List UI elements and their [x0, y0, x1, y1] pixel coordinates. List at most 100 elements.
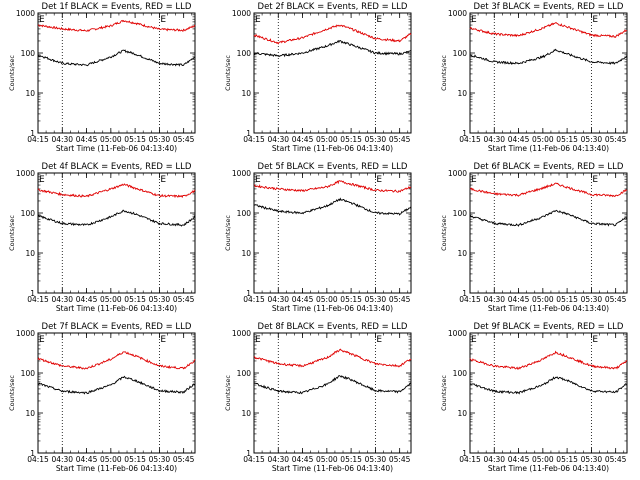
edge-label: E: [39, 15, 45, 25]
plot-frame: [469, 172, 628, 294]
x-tick-label: 04:45: [508, 455, 530, 464]
y-tick-label: 100: [237, 369, 252, 378]
x-tick-label: 04:15: [243, 295, 265, 304]
x-tick-label: 05:15: [124, 295, 146, 304]
x-tick-label: 05:15: [556, 455, 578, 464]
series-line-lld: [37, 183, 196, 199]
x-tick-label: 05:45: [605, 135, 627, 144]
y-tick-label: 1000: [232, 9, 251, 18]
x-tick-label: 04:30: [483, 295, 505, 304]
edge-label: E: [39, 335, 45, 345]
edge-label: E: [471, 15, 477, 25]
y-tick-label: 10: [457, 409, 467, 418]
panel-det-6: Det 6f BLACK = Events, RED = LLD 1 10 100 10…: [440, 162, 628, 313]
x-tick-label: 05:45: [605, 455, 627, 464]
y-axis-title: Counts/sec: [224, 375, 232, 411]
series-line-lld: [469, 22, 628, 38]
edge-label: E: [592, 175, 598, 185]
x-tick-label: 04:30: [267, 295, 289, 304]
x-tick-label: 05:45: [389, 295, 411, 304]
series-line-events: [469, 48, 628, 66]
x-tick-label: 05:15: [340, 455, 362, 464]
x-axis-title: Start Time (11-Feb-06 04:13:40): [272, 464, 393, 473]
x-tick-label: 05:15: [340, 135, 362, 144]
x-tick-label: 05:30: [365, 455, 387, 464]
panel-det-9: Det 9f BLACK = Events, RED = LLD 1 10 100 10…: [440, 322, 628, 473]
x-tick-label: 04:15: [459, 295, 481, 304]
y-tick-label: 100: [21, 209, 36, 218]
x-tick-label: 05:00: [532, 295, 554, 304]
y-tick-label: 1: [462, 129, 467, 138]
plot-frame: [469, 332, 628, 454]
edge-label: E: [376, 175, 382, 185]
x-tick-label: 05:00: [532, 455, 554, 464]
y-tick-label: 100: [21, 369, 36, 378]
edge-label: E: [592, 335, 598, 345]
edge-label: E: [39, 175, 45, 185]
series-line-events: [254, 375, 412, 395]
x-axis-title: Start Time (11-Feb-06 04:13:40): [488, 464, 609, 473]
series-line-events: [253, 39, 412, 58]
x-tick-label: 05:30: [581, 135, 603, 144]
plot-frame: [253, 332, 412, 454]
y-axis-title: Counts/sec: [224, 55, 232, 91]
y-tick-label: 100: [237, 209, 252, 218]
x-tick-label: 04:45: [292, 455, 314, 464]
x-tick-label: 05:15: [556, 295, 578, 304]
x-tick-label: 04:30: [51, 295, 73, 304]
x-tick-label: 04:15: [459, 455, 481, 464]
y-tick-label: 1: [246, 289, 251, 298]
edge-label: E: [376, 15, 382, 25]
edge-label: E: [160, 15, 166, 25]
x-tick-label: 04:45: [76, 455, 98, 464]
plot-frame: [253, 172, 412, 294]
x-tick-label: 05:00: [316, 135, 338, 144]
y-tick-label: 1: [246, 129, 251, 138]
edge-label: E: [255, 175, 261, 185]
series-line-lld: [253, 348, 412, 368]
y-tick-label: 10: [25, 249, 35, 258]
x-tick-label: 05:00: [316, 455, 338, 464]
panel-title: Det 2f BLACK = Events, RED = LLD: [258, 2, 408, 12]
y-axis-title: Counts/sec: [440, 55, 448, 91]
y-tick-label: 1000: [232, 169, 251, 178]
x-tick-label: 05:45: [389, 135, 411, 144]
series-line-events: [37, 209, 196, 227]
x-tick-label: 05:30: [149, 455, 171, 464]
y-axis-title: Counts/sec: [440, 375, 448, 411]
x-tick-label: 04:30: [483, 455, 505, 464]
x-tick-label: 05:45: [173, 135, 195, 144]
x-tick-label: 05:00: [316, 295, 338, 304]
y-tick-label: 1: [30, 449, 35, 458]
x-tick-label: 04:15: [27, 135, 49, 144]
y-tick-label: 1000: [448, 9, 467, 18]
panel-det-7: Det 7f BLACK = Events, RED = LLD 1 10 100 10…: [8, 322, 196, 473]
y-tick-label: 1000: [16, 329, 35, 338]
x-axis-title: Start Time (11-Feb-06 04:13:40): [488, 144, 609, 153]
panel-det-5: Det 5f BLACK = Events, RED = LLD 1 10 100 10…: [224, 162, 412, 313]
x-tick-label: 04:15: [27, 295, 49, 304]
plot-frame: [37, 172, 196, 294]
series-line-events: [254, 197, 412, 216]
series-line-events: [37, 49, 196, 67]
x-tick-label: 04:45: [508, 135, 530, 144]
x-axis-title: Start Time (11-Feb-06 04:13:40): [56, 304, 177, 313]
x-tick-label: 04:45: [292, 295, 314, 304]
x-tick-label: 04:30: [267, 135, 289, 144]
x-tick-label: 04:15: [27, 455, 49, 464]
x-tick-label: 05:30: [365, 295, 387, 304]
series-line-events: [37, 375, 196, 395]
series-line-events: [469, 376, 628, 395]
y-tick-label: 100: [21, 49, 36, 58]
x-tick-label: 04:30: [51, 135, 73, 144]
panel-det-2: Det 2f BLACK = Events, RED = LLD 1 10 100 10…: [224, 2, 412, 153]
x-tick-label: 05:30: [365, 135, 387, 144]
x-tick-label: 04:30: [483, 135, 505, 144]
y-axis-title: Counts/sec: [8, 215, 16, 251]
y-tick-label: 1000: [16, 169, 35, 178]
panel-title: Det 3f BLACK = Events, RED = LLD: [474, 2, 624, 12]
panel-title: Det 6f BLACK = Events, RED = LLD: [474, 162, 624, 172]
edge-label: E: [471, 175, 477, 185]
x-tick-label: 05:30: [581, 455, 603, 464]
